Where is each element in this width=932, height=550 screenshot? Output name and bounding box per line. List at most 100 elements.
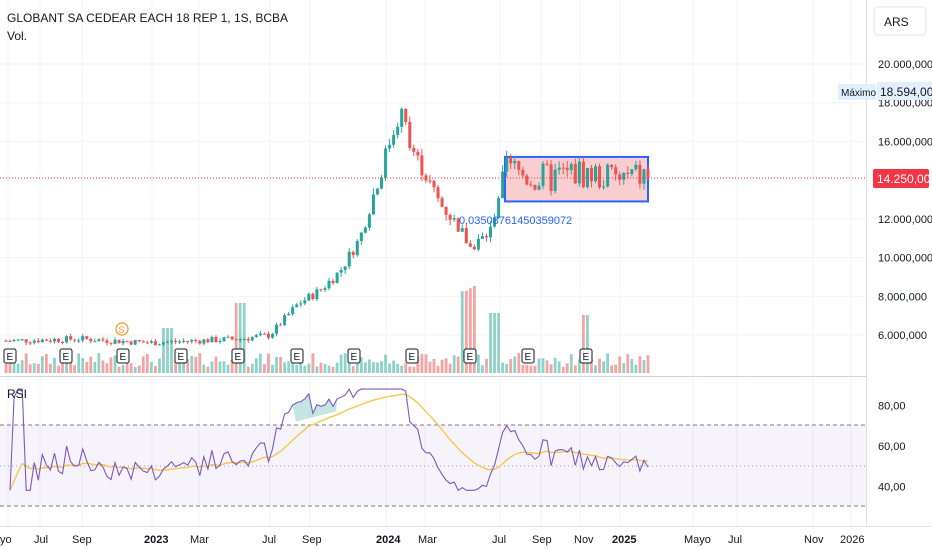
volume-bar <box>49 363 52 373</box>
last-price-value: 14.250,000 <box>877 172 932 186</box>
volume-bar <box>363 362 367 373</box>
earnings-marker[interactable] <box>521 348 535 364</box>
volume-bar <box>351 366 355 373</box>
time-axis[interactable]: yo Jul Sep 2023 Mar Jul Sep 2024 Mar Jul Sep Nov 202… <box>0 534 864 546</box>
candle-body <box>157 344 161 346</box>
candle-body <box>371 194 375 215</box>
candle-body <box>287 313 291 316</box>
candle-body <box>85 336 89 339</box>
currency-button-bg[interactable] <box>873 6 927 36</box>
volume-bar <box>149 361 153 373</box>
candle-body <box>355 241 359 256</box>
candle-body <box>480 236 484 239</box>
volume-bar <box>182 355 186 373</box>
volume-bar <box>565 363 569 373</box>
earnings-marker[interactable] <box>463 348 477 364</box>
volume-bar <box>315 366 319 373</box>
volume-bar <box>581 315 585 373</box>
volume-bar <box>569 354 573 373</box>
candle-body <box>61 341 65 343</box>
event-markers[interactable]: E E E E E E E E E E E S <box>3 322 593 364</box>
candle-body <box>307 293 311 301</box>
candle-body <box>436 187 440 199</box>
candle-body <box>133 340 137 345</box>
earnings-marker[interactable] <box>290 348 304 364</box>
volume-bar <box>485 358 488 373</box>
candle-body <box>295 304 299 308</box>
volume-bar <box>117 366 121 373</box>
candlesticks <box>4 107 650 346</box>
candle-body <box>642 169 646 184</box>
dividend-marker[interactable] <box>115 322 129 336</box>
candle-body <box>351 251 355 256</box>
price-axis[interactable]: 20.000,000 18.000,000 16.000,000 12.000,000… <box>878 59 932 342</box>
candle-body <box>509 157 513 164</box>
candle-body <box>210 337 214 343</box>
volume-bar <box>226 364 230 373</box>
max-price-label-bg <box>838 84 876 100</box>
candle-body <box>400 108 404 127</box>
earnings-marker[interactable] <box>59 348 73 364</box>
volume-bar <box>125 360 129 373</box>
candle-body <box>384 148 388 178</box>
candle-body <box>254 335 258 338</box>
candle-body <box>93 341 97 343</box>
volume-bar <box>331 366 335 373</box>
candle-body <box>145 342 149 344</box>
rsi-overbought-fill <box>292 393 338 422</box>
price-tick: 20.000,000 <box>878 59 932 71</box>
earnings-marker[interactable] <box>3 348 17 364</box>
earnings-marker[interactable] <box>347 348 361 364</box>
candle-body <box>105 340 109 343</box>
volume-bar <box>586 315 589 373</box>
earnings-marker[interactable] <box>579 348 593 364</box>
candle-body <box>266 333 270 338</box>
candle-body <box>275 324 279 334</box>
volume-bar <box>85 361 89 373</box>
earnings-marker-label: E <box>525 352 532 363</box>
earnings-marker[interactable] <box>405 348 419 364</box>
volume-bar <box>590 359 593 373</box>
candle-body <box>291 307 295 314</box>
volume-bar <box>440 359 444 373</box>
volume-bar <box>549 364 553 373</box>
candle-body <box>56 338 60 342</box>
currency-button[interactable]: ARS <box>873 6 927 36</box>
volume-bars <box>4 285 650 373</box>
volume-bar <box>263 364 266 373</box>
earnings-marker[interactable] <box>116 348 130 364</box>
volume-bar <box>477 354 480 373</box>
volume-bar <box>8 354 12 373</box>
candle-body <box>489 226 493 238</box>
volume-bar <box>428 361 432 373</box>
volume-bar <box>408 366 412 373</box>
volume-bar <box>12 356 16 373</box>
volume-bar <box>190 356 194 373</box>
volume-bar <box>234 303 238 373</box>
volume-bar <box>69 360 73 373</box>
volume-bar <box>65 360 68 373</box>
volume-bar <box>493 313 496 373</box>
max-price-marker: Máximo 18.594,000 <box>838 82 932 100</box>
candle-body <box>598 166 602 188</box>
candle-body <box>311 293 315 300</box>
candle-body <box>565 167 569 171</box>
candle-body <box>52 338 56 342</box>
earnings-marker-label: E <box>409 352 416 363</box>
candle-body <box>472 246 476 250</box>
volume-bar <box>372 362 375 373</box>
volume-bar <box>275 357 278 373</box>
volume-bar <box>594 365 597 373</box>
earnings-marker[interactable] <box>174 348 188 364</box>
volume-bar <box>598 358 601 373</box>
rsi-axis[interactable]: 80,00 60,00 40,00 <box>878 400 906 493</box>
candle-body <box>226 336 230 338</box>
earnings-marker[interactable] <box>231 348 245 364</box>
time-tick: Sep <box>302 534 322 546</box>
volume-bar <box>97 353 101 373</box>
volume-bar <box>606 353 610 373</box>
candle-body <box>8 340 12 342</box>
candle-body <box>129 341 133 345</box>
volume-bar <box>319 362 323 373</box>
